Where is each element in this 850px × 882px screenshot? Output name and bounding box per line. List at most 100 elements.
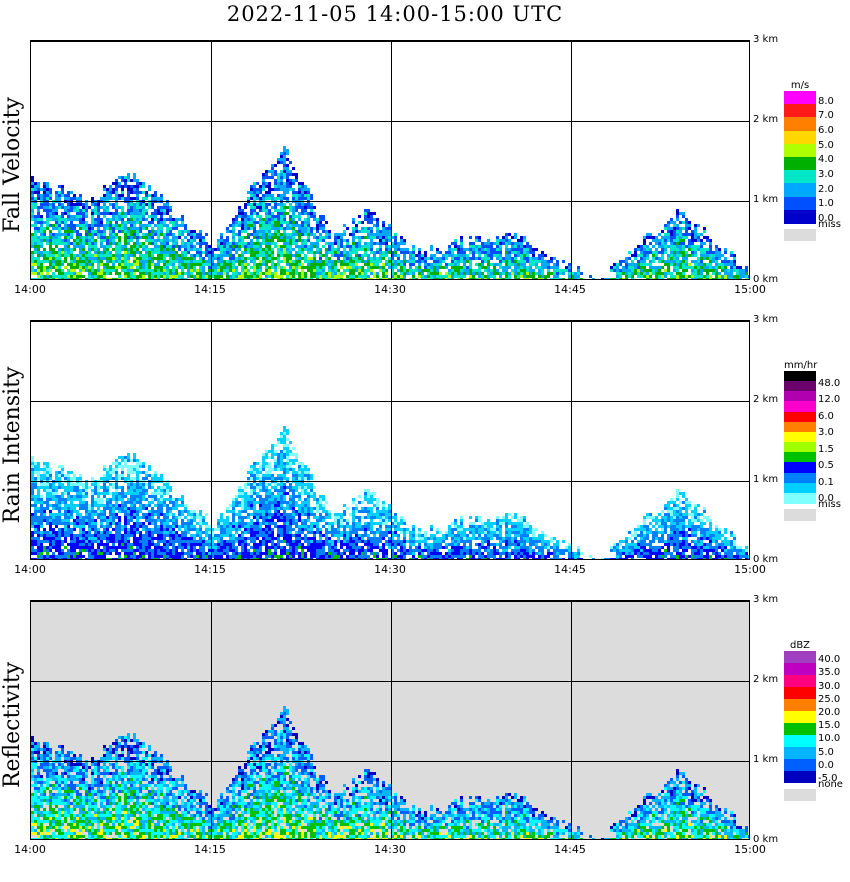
fall-velocity-echo-cell (148, 239, 151, 242)
rain-intensity-echo-cell (163, 537, 166, 540)
rain-intensity-echo-cell (64, 486, 67, 489)
fall-velocity-echo-cell (247, 236, 250, 239)
fall-velocity-echo-cell (139, 230, 142, 233)
rain-intensity-echo-cell (43, 513, 46, 516)
fall-velocity-echo-cell (505, 269, 508, 272)
fall-velocity-echo-cell (292, 209, 295, 212)
fall-velocity-echo-cell (685, 251, 688, 254)
fall-velocity-echo-cell (427, 257, 430, 260)
rain-intensity-echo-cell (46, 501, 49, 504)
rain-intensity-echo-cell (157, 540, 160, 543)
rain-intensity-echo-cell (37, 540, 40, 543)
fall-velocity-echo-cell (322, 260, 325, 263)
rain-intensity-echo-cell (76, 498, 79, 501)
rain-intensity-echo-cell (52, 504, 55, 507)
fall-velocity-echo-cell (241, 224, 244, 227)
fall-velocity-echo-cell (253, 257, 256, 260)
fall-velocity-echo-cell (640, 257, 643, 260)
fall-velocity-echo-cell (271, 173, 274, 176)
rain-intensity-echo-cell (73, 486, 76, 489)
fall-velocity-echo-cell (289, 170, 292, 173)
fall-velocity-echo-cell (304, 203, 307, 206)
rain-intensity-echo-cell (136, 540, 139, 543)
rain-intensity-echo-cell (49, 522, 52, 525)
rain-intensity-echo-cell (46, 519, 49, 522)
fall-velocity-echo-cell (160, 269, 163, 272)
fall-velocity-echo-cell (454, 260, 457, 263)
fall-velocity-echo-cell (136, 206, 139, 209)
fall-velocity-echo-cell (43, 260, 46, 263)
rain-intensity-echo-cell (109, 516, 112, 519)
fall-velocity-echo-cell (202, 275, 205, 278)
fall-velocity-echo-cell (517, 278, 520, 280)
fall-velocity-echo-cell (118, 236, 121, 239)
fall-velocity-echo-cell (529, 263, 532, 266)
fall-velocity-echo-cell (658, 260, 661, 263)
fall-velocity-echo-cell (382, 236, 385, 239)
fall-velocity-echo-cell (640, 275, 643, 278)
fall-velocity-echo-cell (514, 254, 517, 257)
rain-intensity-echo-cell (40, 486, 43, 489)
fall-velocity-echo-cell (253, 203, 256, 206)
rain-intensity-echo-cell (160, 498, 163, 501)
fall-velocity-echo-cell (271, 257, 274, 260)
fall-velocity-echo-cell (664, 275, 667, 278)
fall-velocity-echo-cell (265, 176, 268, 179)
fall-velocity-echo-cell (103, 209, 106, 212)
fall-velocity-echo-cell (103, 278, 106, 280)
fall-velocity-echo-cell (34, 197, 37, 200)
fall-velocity-echo-cell (40, 233, 43, 236)
rain-intensity-echo-cell (139, 486, 142, 489)
fall-velocity-echo-cell (64, 224, 67, 227)
fall-velocity-echo-cell (685, 254, 688, 257)
fall-velocity-echo-cell (94, 260, 97, 263)
rain-intensity-echo-cell (130, 519, 133, 522)
rain-intensity-echo-cell (136, 531, 139, 534)
fall-velocity-echo-cell (484, 254, 487, 257)
rain-intensity-echo-cell (55, 507, 58, 510)
fall-velocity-echo-cell (223, 242, 226, 245)
fall-velocity-echo-cell (358, 221, 361, 224)
fall-velocity-echo-cell (493, 254, 496, 257)
fall-velocity-echo-cell (205, 242, 208, 245)
fall-velocity-echo-cell (619, 275, 622, 278)
fall-velocity-echo-cell (166, 251, 169, 254)
fall-velocity-echo-cell (175, 218, 178, 221)
rain-intensity-echo-cell (151, 483, 154, 486)
fall-velocity-echo-cell (652, 254, 655, 257)
fall-velocity-echo-cell (85, 212, 88, 215)
fall-velocity-echo-cell (283, 206, 286, 209)
fall-velocity-echo-cell (646, 254, 649, 257)
fall-velocity-echo-cell (52, 260, 55, 263)
fall-velocity-echo-cell (451, 275, 454, 278)
fall-velocity-echo-cell (685, 269, 688, 272)
fall-velocity-echo-cell (448, 263, 451, 266)
fall-velocity-echo-cell (310, 263, 313, 266)
fall-velocity-echo-cell (172, 275, 175, 278)
fall-velocity-echo-cell (316, 239, 319, 242)
fall-velocity-echo-cell (541, 269, 544, 272)
fall-velocity-echo-cell (289, 185, 292, 188)
fall-velocity-echo-cell (382, 257, 385, 260)
fall-velocity-echo-cell (136, 242, 139, 245)
fall-velocity-echo-cell (67, 245, 70, 248)
rain-intensity-echo-cell (169, 558, 172, 560)
rain-intensity-echo-cell (46, 507, 49, 510)
rain-intensity-echo-cell (76, 555, 79, 558)
rain-intensity-echo-cell (31, 513, 34, 516)
fall-velocity-echo-cell (274, 227, 277, 230)
fall-velocity-echo-cell (706, 254, 709, 257)
fall-velocity-echo-cell (280, 155, 283, 158)
rain-intensity-echo-cell (31, 546, 34, 549)
fall-velocity-echo-cell (127, 266, 130, 269)
fall-velocity-echo-cell (283, 278, 286, 280)
fall-velocity-echo-cell (166, 242, 169, 245)
fall-velocity-echo-cell (55, 218, 58, 221)
fall-velocity-echo-cell (94, 278, 97, 280)
fall-velocity-echo-cell (421, 278, 424, 280)
fall-velocity-echo-cell (292, 275, 295, 278)
fall-velocity-echo-cell (505, 248, 508, 251)
fall-velocity-echo-cell (682, 251, 685, 254)
rain-intensity-echo-cell (160, 510, 163, 513)
fall-velocity-echo-cell (190, 275, 193, 278)
